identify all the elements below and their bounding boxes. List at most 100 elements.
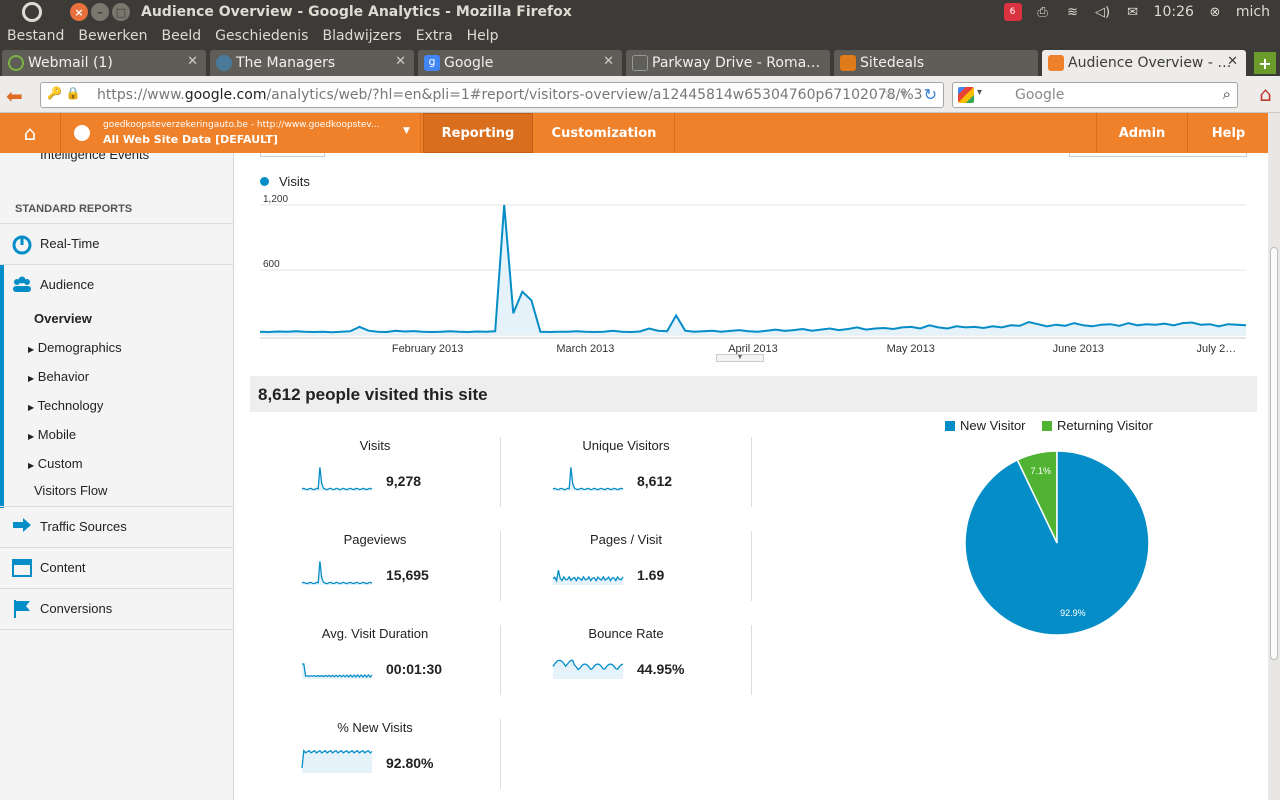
- sparkline-area: [553, 467, 623, 491]
- url-bar[interactable]: 🔑 🔒 https://www.google.com/analytics/web…: [40, 82, 944, 108]
- tab-google[interactable]: g Google ✕: [418, 50, 622, 76]
- tab-admin[interactable]: Admin: [1096, 113, 1188, 153]
- reload-icon[interactable]: ↻: [923, 85, 937, 104]
- tab-sitedeals[interactable]: Sitedeals: [834, 50, 1038, 76]
- ga-home-icon[interactable]: ⌂: [0, 113, 61, 153]
- page-scrollbar[interactable]: [1268, 113, 1280, 800]
- close-tab-icon[interactable]: ✕: [395, 54, 406, 69]
- tab-audience-overview[interactable]: Audience Overview - … ✕: [1042, 50, 1246, 76]
- search-box[interactable]: ▾ Google ⌕: [952, 82, 1238, 108]
- tab-parkway-drive[interactable]: Parkway Drive - Roma…: [626, 50, 830, 76]
- profile-name: All Web Site Data [DEFAULT]: [103, 133, 278, 146]
- tab-label: Sitedeals: [860, 55, 925, 71]
- user-name[interactable]: mich: [1235, 4, 1270, 20]
- notification-icon[interactable]: 6: [1003, 3, 1022, 21]
- metric-pages-per-visit[interactable]: Pages / Visit 1.69: [501, 524, 751, 594]
- chevron-down-icon[interactable]: ▾: [977, 87, 983, 98]
- sidebar-item-intelligence-events[interactable]: Intelligence Events: [40, 153, 150, 162]
- content-icon: [12, 559, 32, 577]
- tab-label: Parkway Drive - Roma…: [652, 55, 821, 71]
- sidebar-item-conversions[interactable]: Conversions: [0, 588, 233, 628]
- minimize-window-button[interactable]: –: [91, 3, 109, 21]
- caret-right-icon: ▶: [28, 461, 35, 470]
- volume-icon[interactable]: ◁): [1094, 4, 1111, 20]
- ubuntu-logo-icon[interactable]: [22, 2, 42, 22]
- menubar: Bestand Bewerken Beeld Geschiedenis Blad…: [0, 25, 1280, 48]
- wifi-icon[interactable]: ≋: [1067, 4, 1078, 20]
- metric-avg-visit-duration[interactable]: Avg. Visit Duration 00:01:30: [250, 618, 500, 688]
- close-window-button[interactable]: ×: [70, 3, 88, 21]
- printer-icon[interactable]: ⎙: [1037, 4, 1048, 20]
- metric-divider: [751, 625, 752, 695]
- menu-tools[interactable]: Extra: [415, 28, 453, 44]
- back-arrow-icon[interactable]: ⬅: [6, 84, 23, 108]
- close-tab-icon[interactable]: ✕: [187, 54, 198, 69]
- scrollbar-thumb[interactable]: [1270, 247, 1278, 660]
- x-tick-label: June 2013: [1053, 343, 1104, 355]
- pie-legend-new-visitor[interactable]: New Visitor: [945, 418, 1026, 433]
- sidebar-subitem-technology[interactable]: ▶ Technology: [28, 398, 103, 413]
- graph-mode-controls[interactable]: [1069, 153, 1247, 157]
- menu-edit[interactable]: Bewerken: [78, 28, 148, 44]
- date-control-remnant[interactable]: [260, 153, 325, 157]
- new-tab-button[interactable]: +: [1254, 52, 1276, 74]
- account-selector[interactable]: goedkoopsteverzekeringauto.be - http://w…: [62, 113, 421, 153]
- sidebar-subitem-mobile[interactable]: ▶ Mobile: [28, 427, 76, 442]
- session-icon[interactable]: ⊗: [1209, 4, 1221, 20]
- tab-help[interactable]: Help: [1211, 125, 1246, 141]
- visitor-type-pie-chart[interactable]: 7.1% 92.9%: [957, 443, 1157, 643]
- line-chart-svg[interactable]: 1,200 600 February 2013 March 2013 April 201…: [250, 190, 1250, 380]
- menu-history[interactable]: Geschiedenis: [215, 28, 309, 44]
- menu-help[interactable]: Help: [466, 28, 499, 44]
- sidebar-item-traffic-sources[interactable]: Traffic Sources: [0, 506, 233, 546]
- site-identity-icon[interactable]: 🔑 🔒: [47, 86, 81, 100]
- metric-label: Pages / Visit: [589, 532, 663, 547]
- clock[interactable]: 10:26: [1153, 4, 1194, 20]
- sidebar-subitem-custom[interactable]: ▶ Custom: [28, 456, 83, 471]
- metric-unique-visitors[interactable]: Unique Visitors 8,612: [501, 430, 751, 500]
- home-icon[interactable]: ⌂: [1259, 82, 1272, 106]
- chevron-down-icon: ▼: [403, 126, 410, 136]
- bookmark-star-icon[interactable]: ☆ ▾: [882, 86, 907, 102]
- mail-icon[interactable]: ✉: [1127, 4, 1138, 20]
- close-tab-icon[interactable]: ✕: [1227, 54, 1238, 69]
- menu-file[interactable]: Bestand: [7, 28, 65, 44]
- metric-visits[interactable]: Visits 9,278: [250, 430, 500, 500]
- window-titlebar: × – □ Audience Overview - Google Analyti…: [0, 0, 1280, 25]
- tab-customization[interactable]: Customization: [534, 113, 675, 153]
- sidebar-subitem-behavior[interactable]: ▶ Behavior: [28, 369, 89, 384]
- series-legend-label: Visits: [279, 174, 310, 189]
- metric-new-visits[interactable]: % New Visits 92.80%: [250, 712, 500, 782]
- metric-value: 00:01:30: [386, 661, 443, 677]
- analytics-icon: [1048, 55, 1064, 71]
- sidebar-item-audience[interactable]: Audience: [0, 264, 233, 304]
- ga-header: ⌂ goedkoopsteverzekeringauto.be - http:/…: [0, 113, 1268, 153]
- search-icon[interactable]: ⌕: [1222, 85, 1231, 103]
- x-tick-label: May 2013: [887, 343, 935, 355]
- tab-label: Webmail (1): [28, 55, 113, 71]
- menu-bookmarks[interactable]: Bladwijzers: [322, 28, 402, 44]
- tab-the-managers[interactable]: The Managers ✕: [210, 50, 414, 76]
- pie-legend-returning-visitor[interactable]: Returning Visitor: [1042, 418, 1153, 433]
- sidebar-item-content[interactable]: Content: [0, 547, 233, 587]
- metric-label: Bounce Rate: [588, 626, 664, 641]
- chart-resize-handle[interactable]: ▼: [716, 354, 764, 362]
- sidebar-item-label: Real-Time: [40, 236, 100, 251]
- tab-webmail[interactable]: Webmail (1) ✕: [2, 50, 206, 76]
- sidebar-item-label: Content: [40, 560, 86, 575]
- sidebar-subitem-demographics[interactable]: ▶ Demographics: [28, 340, 122, 355]
- tab-reporting[interactable]: Reporting: [423, 113, 533, 153]
- sparkline-line: [301, 561, 373, 585]
- sidebar-subitem-visitors-flow[interactable]: Visitors Flow: [34, 483, 108, 498]
- close-tab-icon[interactable]: ✕: [603, 54, 614, 69]
- pie-slice-new-visitor[interactable]: [964, 450, 1150, 636]
- metric-pageviews[interactable]: Pageviews 15,695: [250, 524, 500, 594]
- menu-view[interactable]: Beeld: [161, 28, 202, 44]
- caret-right-icon: ▶: [28, 345, 35, 354]
- maximize-window-button[interactable]: □: [112, 3, 130, 21]
- search-engine-icon[interactable]: [958, 87, 974, 103]
- sidebar-subitem-overview[interactable]: Overview: [34, 311, 92, 326]
- sidebar-item-realtime[interactable]: Real-Time: [0, 223, 233, 263]
- account-url: goedkoopsteverzekeringauto.be - http://w…: [103, 120, 380, 130]
- metric-bounce-rate[interactable]: Bounce Rate 44.95%: [501, 618, 751, 688]
